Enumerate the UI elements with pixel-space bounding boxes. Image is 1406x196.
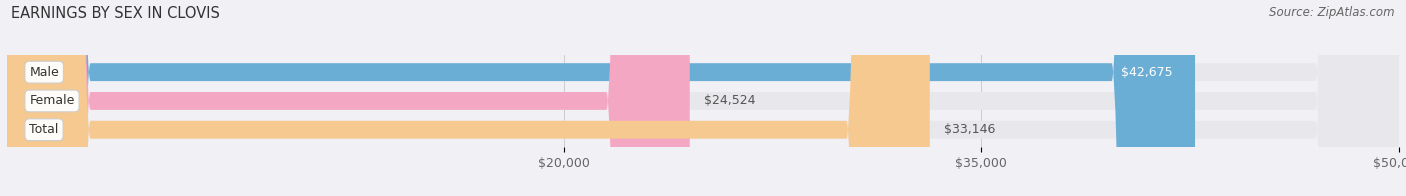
FancyBboxPatch shape <box>7 0 1399 196</box>
FancyBboxPatch shape <box>7 0 690 196</box>
FancyBboxPatch shape <box>7 0 1195 196</box>
Text: EARNINGS BY SEX IN CLOVIS: EARNINGS BY SEX IN CLOVIS <box>11 6 221 21</box>
Text: Male: Male <box>30 66 59 79</box>
Text: Source: ZipAtlas.com: Source: ZipAtlas.com <box>1270 6 1395 19</box>
Text: $24,524: $24,524 <box>703 94 755 107</box>
Text: Female: Female <box>30 94 75 107</box>
Text: $33,146: $33,146 <box>943 123 995 136</box>
FancyBboxPatch shape <box>7 0 1399 196</box>
Text: Total: Total <box>30 123 59 136</box>
Text: $42,675: $42,675 <box>1121 66 1173 79</box>
FancyBboxPatch shape <box>7 0 929 196</box>
FancyBboxPatch shape <box>7 0 1399 196</box>
